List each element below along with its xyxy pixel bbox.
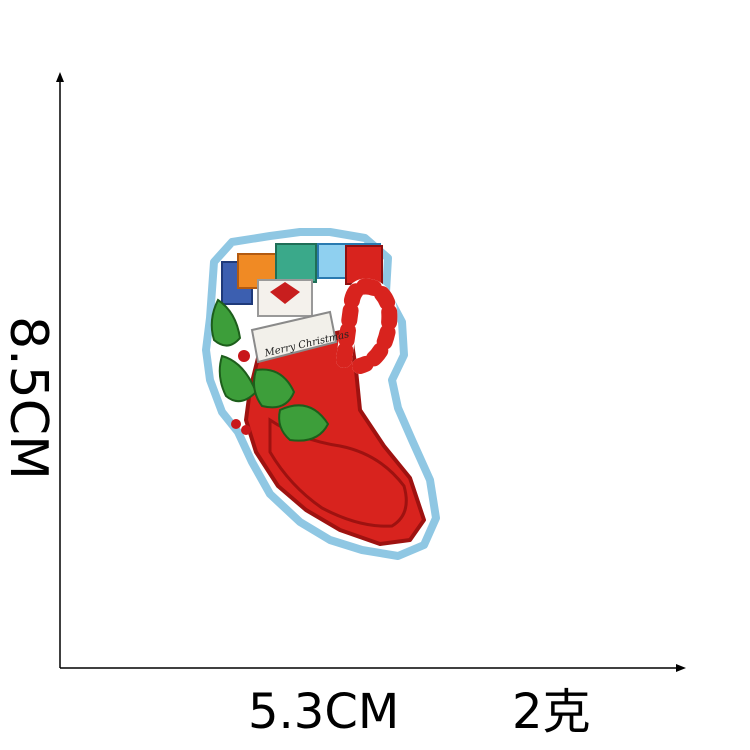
vertical-axis-arrow xyxy=(56,72,64,82)
stocking-body xyxy=(244,328,426,546)
weight-label: 2克 xyxy=(512,684,591,740)
holly-berry xyxy=(238,350,250,362)
holly-berry xyxy=(241,425,251,435)
gift-bow xyxy=(270,282,300,304)
gift-boxes xyxy=(221,243,383,317)
stocking-stitch xyxy=(268,417,408,528)
horizontal-axis-arrow xyxy=(676,664,686,672)
green-gift xyxy=(275,243,317,283)
red-gift xyxy=(345,245,383,285)
width-label: 5.3CM xyxy=(248,684,400,740)
height-label: 8.5CM xyxy=(0,316,58,480)
holly-berry xyxy=(231,419,241,429)
holly-leaves xyxy=(210,298,330,442)
